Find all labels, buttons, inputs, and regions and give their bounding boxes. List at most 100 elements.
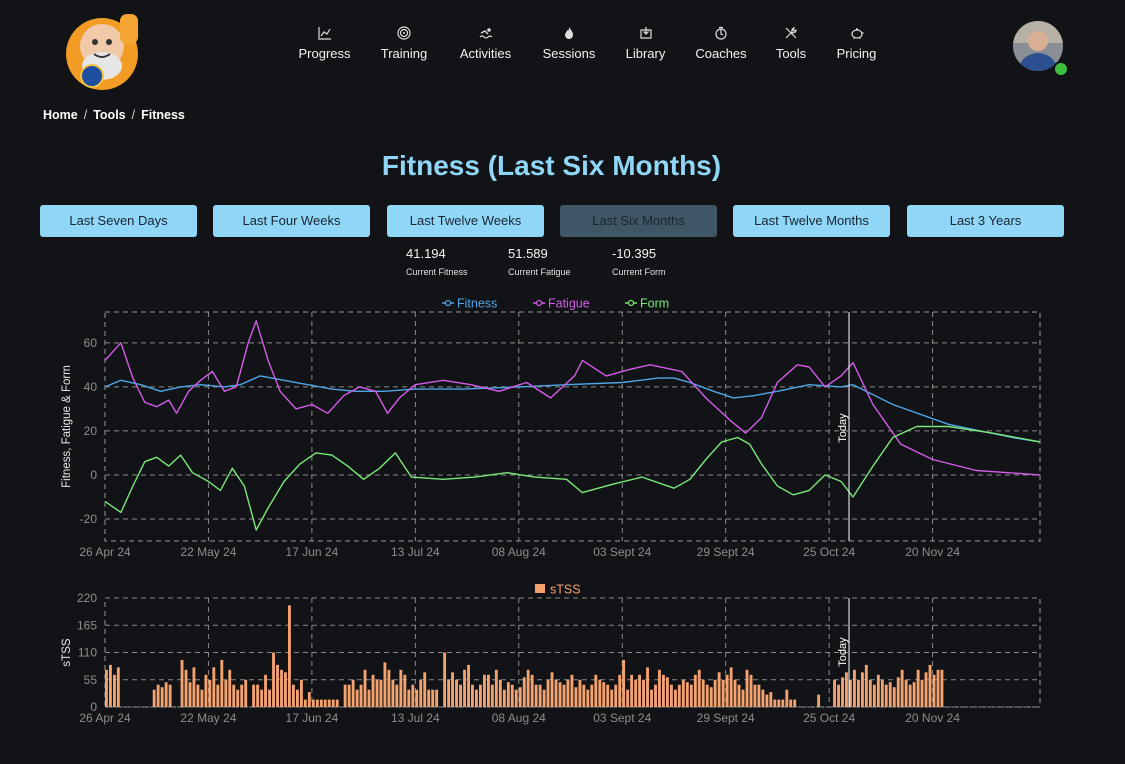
bar [940, 669, 944, 707]
nav-item-library[interactable]: Library [624, 26, 667, 61]
nav-item-pricing[interactable]: Pricing [835, 26, 878, 61]
breadcrumb-tools[interactable]: Tools [93, 108, 126, 122]
bar [892, 687, 896, 707]
stss-chart: 0 55 110 165 220 26 Apr 24 22 May 24 17 Jun 24 1… [61, 583, 1041, 725]
bar [876, 674, 880, 707]
bar [729, 667, 733, 707]
bar [494, 669, 498, 707]
legend-marker [627, 299, 635, 307]
bar [658, 669, 661, 707]
bar [646, 667, 649, 707]
bar [224, 679, 228, 708]
today-label: Today [837, 637, 849, 667]
online-status-indicator [1053, 61, 1069, 77]
nav-item-tools[interactable]: Tools [775, 26, 807, 61]
x-tick-label: 22 May 24 [180, 545, 236, 559]
bar [387, 669, 391, 707]
x-tick-label: 03 Sept 24 [593, 711, 651, 725]
bar [514, 689, 518, 707]
bar [594, 674, 598, 707]
fitness-fatigue-form-chart: -20 0 20 40 60 26 Apr 24 22 May 24 17 Jun 24 13 … [61, 297, 1041, 559]
bar [745, 669, 749, 707]
x-tick-label: 25 Oct 24 [803, 711, 855, 725]
bar [685, 682, 689, 707]
bar [713, 679, 717, 708]
bar [880, 679, 884, 708]
nav-item-training[interactable]: Training [379, 26, 429, 61]
breadcrumb-home[interactable]: Home [43, 108, 78, 122]
bar [467, 664, 470, 707]
bar [602, 682, 606, 707]
x-tick-label: 03 Sept 24 [593, 545, 651, 559]
bar [196, 684, 200, 707]
x-tick-label: 13 Jul 24 [391, 711, 440, 725]
bar [296, 689, 299, 707]
bar [864, 664, 868, 707]
bar [570, 674, 574, 707]
range-last-3-years-button[interactable]: Last 3 Years [907, 205, 1064, 237]
nav-item-coaches[interactable]: Coaches [695, 26, 747, 61]
bar [431, 689, 435, 707]
stat-value: 51.589 [508, 246, 548, 261]
legend-swatch [535, 584, 545, 593]
bar [156, 684, 160, 707]
bar [367, 689, 371, 707]
bar [427, 689, 431, 707]
nav-label: Activities [459, 46, 512, 61]
bar [622, 659, 626, 707]
bar [884, 684, 888, 707]
stat-current-fatigue: 51.589 Current Fatigue [508, 246, 571, 277]
range-last-seven-days-button[interactable]: Last Seven Days [40, 205, 197, 237]
bar [578, 679, 582, 708]
today-label: Today [837, 413, 849, 443]
x-tick-label: 26 Apr 24 [79, 545, 131, 559]
bar [709, 687, 713, 707]
bar [861, 672, 864, 707]
bar [331, 699, 335, 707]
bar [383, 662, 387, 707]
avatar[interactable] [1013, 21, 1063, 71]
legend-marker [535, 299, 543, 307]
range-last-six-months-button[interactable]: Last Six Months [560, 205, 717, 237]
bar [689, 684, 693, 707]
bar [618, 674, 622, 707]
range-last-twelve-weeks-button[interactable]: Last Twelve Weeks [387, 205, 544, 237]
bar [574, 687, 578, 707]
bar [626, 689, 630, 707]
bar [327, 699, 331, 707]
bar [335, 699, 339, 707]
stat-label: Current Fatigue [508, 267, 571, 277]
chart-line-icon [317, 27, 331, 40]
nav-label: Sessions [542, 46, 596, 61]
nav-item-activities[interactable]: Activities [457, 26, 514, 61]
bar [753, 684, 757, 707]
y-tick-label: 20 [84, 424, 98, 438]
range-last-four-weeks-button[interactable]: Last Four Weeks [213, 205, 370, 237]
y-tick-label: -20 [80, 512, 98, 526]
bar [749, 674, 753, 707]
bar [765, 694, 769, 707]
book-icon [639, 27, 652, 39]
bar [407, 689, 411, 707]
bar [634, 679, 638, 708]
nav-label: Coaches [695, 46, 747, 61]
bar [789, 699, 793, 707]
bar [423, 672, 427, 707]
bar [773, 699, 777, 707]
zwift-sherpa-logo[interactable] [58, 8, 148, 90]
x-tick-label: 20 Nov 24 [905, 545, 960, 559]
x-tick-label: 26 Apr 24 [79, 711, 131, 725]
bar [463, 669, 466, 707]
bar [403, 674, 407, 707]
bar [113, 674, 116, 707]
nav-item-sessions[interactable]: Sessions [542, 26, 596, 61]
bar [916, 669, 920, 707]
bar [152, 689, 156, 707]
stat-label: Current Fitness [406, 267, 468, 277]
x-tick-label: 17 Jun 24 [286, 711, 339, 725]
bar [924, 672, 928, 707]
bar [590, 684, 594, 707]
bar [415, 689, 419, 707]
range-last-twelve-months-button[interactable]: Last Twelve Months [733, 205, 890, 237]
nav-item-progress[interactable]: Progress [298, 26, 351, 61]
